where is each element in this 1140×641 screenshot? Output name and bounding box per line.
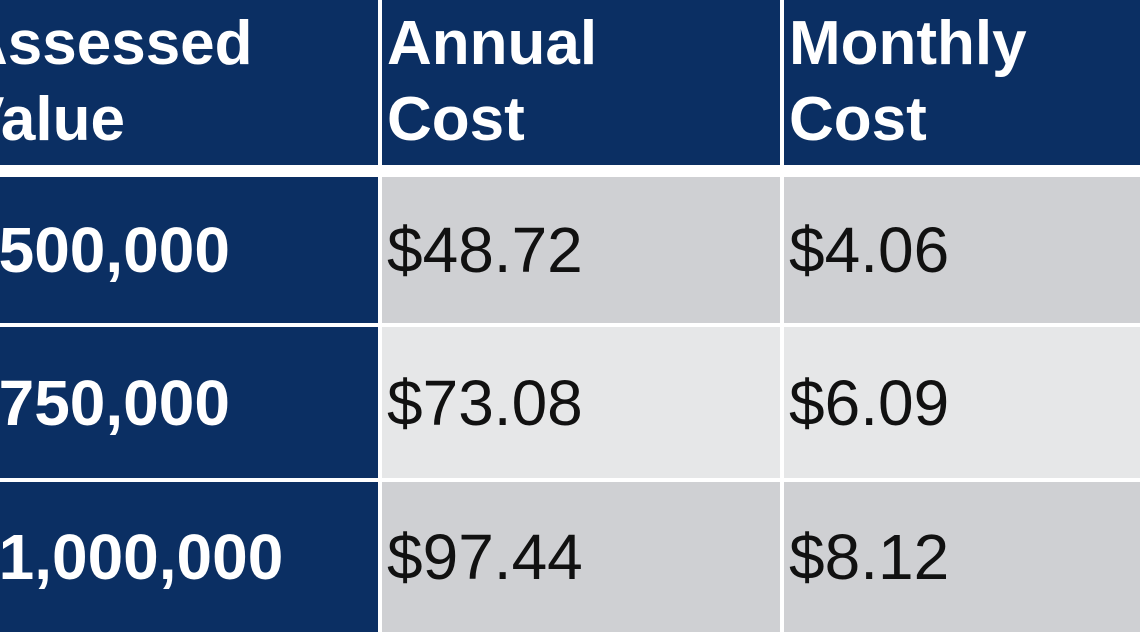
value-cell-text: $73.08 bbox=[387, 366, 583, 439]
value-cell: $48.72 bbox=[382, 177, 780, 323]
value-cell: $4.06 bbox=[784, 177, 1140, 323]
value-cell-text: $97.44 bbox=[387, 521, 583, 593]
row-key-cell: $1,000,000 bbox=[0, 482, 378, 632]
header-cell: Assessed Value bbox=[0, 0, 378, 165]
header-cell: Annual Cost bbox=[382, 0, 780, 165]
header-cell-text: Annual Cost bbox=[387, 9, 598, 154]
value-cell-text: $4.06 bbox=[789, 214, 950, 286]
value-cell: $6.09 bbox=[784, 327, 1140, 478]
value-cell: $73.08 bbox=[382, 327, 780, 478]
value-cell-text: $8.12 bbox=[789, 521, 950, 593]
header-cell-text: Assessed Value bbox=[0, 9, 253, 154]
header-cell-text: Monthly Cost bbox=[789, 9, 1027, 154]
value-cell: $97.44 bbox=[382, 482, 780, 632]
value-cell-text: $6.09 bbox=[789, 366, 950, 439]
value-cell-text: $48.72 bbox=[387, 214, 583, 286]
row-key-cell-text: $500,000 bbox=[0, 214, 230, 286]
row-key-cell-text: $750,000 bbox=[0, 366, 230, 439]
value-cell: $8.12 bbox=[784, 482, 1140, 632]
row-key-cell: $500,000 bbox=[0, 177, 378, 323]
row-key-cell: $750,000 bbox=[0, 327, 378, 478]
header-cell: Monthly Cost bbox=[784, 0, 1140, 165]
row-key-cell-text: $1,000,000 bbox=[0, 521, 284, 593]
